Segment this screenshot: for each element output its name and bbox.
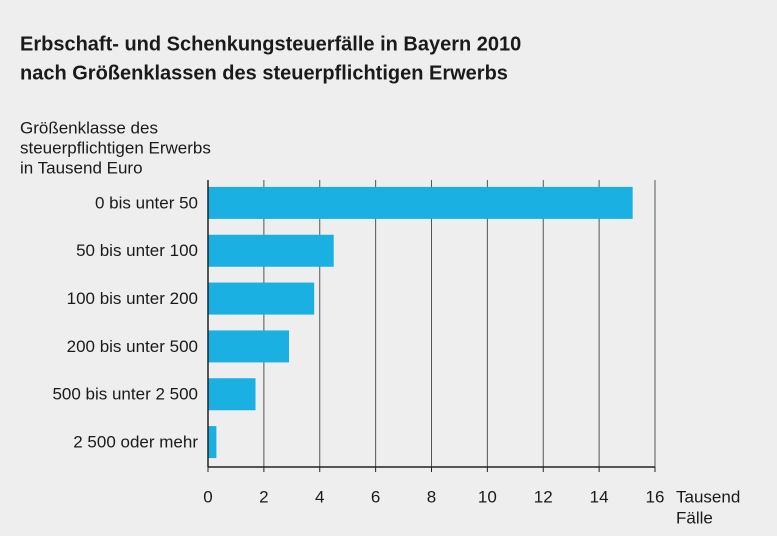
y-tick-label: 100 bis unter 200 bbox=[67, 289, 198, 308]
y-tick-label: 2 500 oder mehr bbox=[73, 433, 198, 452]
y-axis-label: Größenklasse des bbox=[20, 118, 158, 137]
chart-title: Erbschaft- und Schenkungsteuerfälle in B… bbox=[20, 33, 521, 55]
y-tick-label: 500 bis unter 2 500 bbox=[52, 385, 198, 404]
bar bbox=[208, 426, 217, 459]
y-tick-label: 200 bis unter 500 bbox=[67, 337, 198, 356]
y-axis-label: steuerpflichtigen Erwerbs bbox=[20, 138, 211, 157]
chart-title: nach Größenklassen des steuerpflichtigen… bbox=[20, 62, 508, 84]
x-tick-label: 4 bbox=[315, 487, 324, 506]
bar bbox=[208, 186, 633, 219]
bar bbox=[208, 282, 315, 315]
x-tick-label: 16 bbox=[646, 487, 665, 506]
y-tick-label: 50 bis unter 100 bbox=[76, 241, 198, 260]
x-tick-label: 8 bbox=[427, 487, 436, 506]
x-tick-label: 12 bbox=[534, 487, 553, 506]
x-axis-label: Tausend bbox=[676, 487, 740, 506]
y-tick-label: 0 bis unter 50 bbox=[95, 193, 198, 212]
bar bbox=[208, 378, 256, 411]
x-tick-label: 2 bbox=[259, 487, 268, 506]
bar bbox=[208, 330, 290, 363]
x-tick-label: 14 bbox=[590, 487, 609, 506]
bar bbox=[208, 234, 334, 267]
x-tick-label: 6 bbox=[371, 487, 380, 506]
x-tick-label: 10 bbox=[478, 487, 497, 506]
y-axis-label: in Tausend Euro bbox=[20, 158, 143, 177]
x-tick-label: 0 bbox=[203, 487, 212, 506]
x-axis-label: Fälle bbox=[676, 508, 713, 527]
